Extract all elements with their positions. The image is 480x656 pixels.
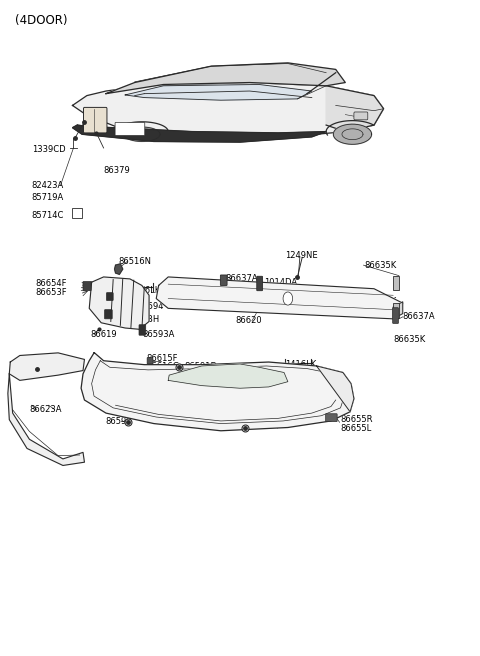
FancyBboxPatch shape: [393, 308, 398, 323]
Circle shape: [283, 292, 293, 305]
FancyBboxPatch shape: [325, 414, 337, 422]
Polygon shape: [81, 353, 354, 431]
Polygon shape: [393, 302, 403, 319]
FancyBboxPatch shape: [115, 123, 145, 136]
Polygon shape: [326, 86, 384, 132]
Polygon shape: [156, 277, 403, 319]
Text: 86615F: 86615F: [147, 354, 178, 363]
FancyBboxPatch shape: [147, 358, 153, 364]
Text: 86654F: 86654F: [35, 279, 67, 288]
Text: 86635K: 86635K: [393, 335, 425, 344]
FancyBboxPatch shape: [354, 112, 368, 120]
Polygon shape: [9, 353, 84, 380]
Polygon shape: [168, 364, 288, 388]
Text: 86637A: 86637A: [403, 312, 435, 321]
Text: 1244BH: 1244BH: [126, 315, 159, 324]
Text: 86516N: 86516N: [118, 256, 151, 266]
Text: 86611A: 86611A: [113, 404, 145, 413]
Text: 86635K: 86635K: [364, 260, 396, 270]
Text: 86591D: 86591D: [274, 378, 307, 387]
Text: 86655L: 86655L: [340, 424, 372, 433]
Text: 85719A: 85719A: [32, 193, 64, 201]
Polygon shape: [334, 124, 372, 144]
Text: 82423A: 82423A: [32, 181, 64, 190]
Text: 1249LJ: 1249LJ: [12, 368, 41, 377]
Text: 1416LK: 1416LK: [129, 285, 160, 295]
Text: (4DOOR): (4DOOR): [15, 14, 68, 27]
Polygon shape: [125, 85, 312, 100]
Text: 86620: 86620: [235, 316, 262, 325]
Polygon shape: [72, 125, 326, 142]
Text: 86655R: 86655R: [340, 415, 373, 424]
FancyBboxPatch shape: [105, 310, 112, 319]
Text: 86594: 86594: [137, 302, 164, 311]
Text: 86619: 86619: [91, 330, 117, 339]
Text: 86591D: 86591D: [184, 362, 217, 371]
Text: 1339CD: 1339CD: [32, 145, 65, 154]
Text: 1249NE: 1249NE: [286, 251, 318, 260]
Text: 85714C: 85714C: [32, 211, 64, 220]
Bar: [393, 303, 399, 318]
Text: 1125DA: 1125DA: [245, 422, 278, 432]
Bar: [72, 208, 82, 218]
FancyBboxPatch shape: [84, 108, 107, 133]
Text: 86593A: 86593A: [142, 330, 174, 339]
FancyBboxPatch shape: [107, 293, 113, 300]
Polygon shape: [89, 277, 149, 329]
Polygon shape: [115, 264, 123, 274]
Text: 1416LK: 1416LK: [286, 359, 317, 369]
Polygon shape: [106, 63, 345, 94]
Text: 1014DA: 1014DA: [264, 277, 297, 287]
Polygon shape: [317, 366, 354, 412]
Text: 86637A: 86637A: [226, 274, 258, 283]
Polygon shape: [124, 127, 160, 142]
Polygon shape: [8, 374, 84, 466]
FancyBboxPatch shape: [257, 276, 263, 291]
Text: 86630: 86630: [199, 286, 226, 295]
Text: 86653F: 86653F: [35, 288, 67, 297]
Text: 86623A: 86623A: [29, 405, 62, 414]
Text: 86379: 86379: [104, 167, 131, 175]
Text: 86635K: 86635K: [364, 297, 396, 306]
FancyBboxPatch shape: [139, 325, 146, 335]
Text: 86590: 86590: [105, 417, 132, 426]
Polygon shape: [72, 83, 384, 137]
Bar: [393, 276, 399, 290]
FancyBboxPatch shape: [220, 275, 227, 285]
FancyBboxPatch shape: [83, 281, 91, 291]
Text: 86616G: 86616G: [147, 362, 180, 371]
